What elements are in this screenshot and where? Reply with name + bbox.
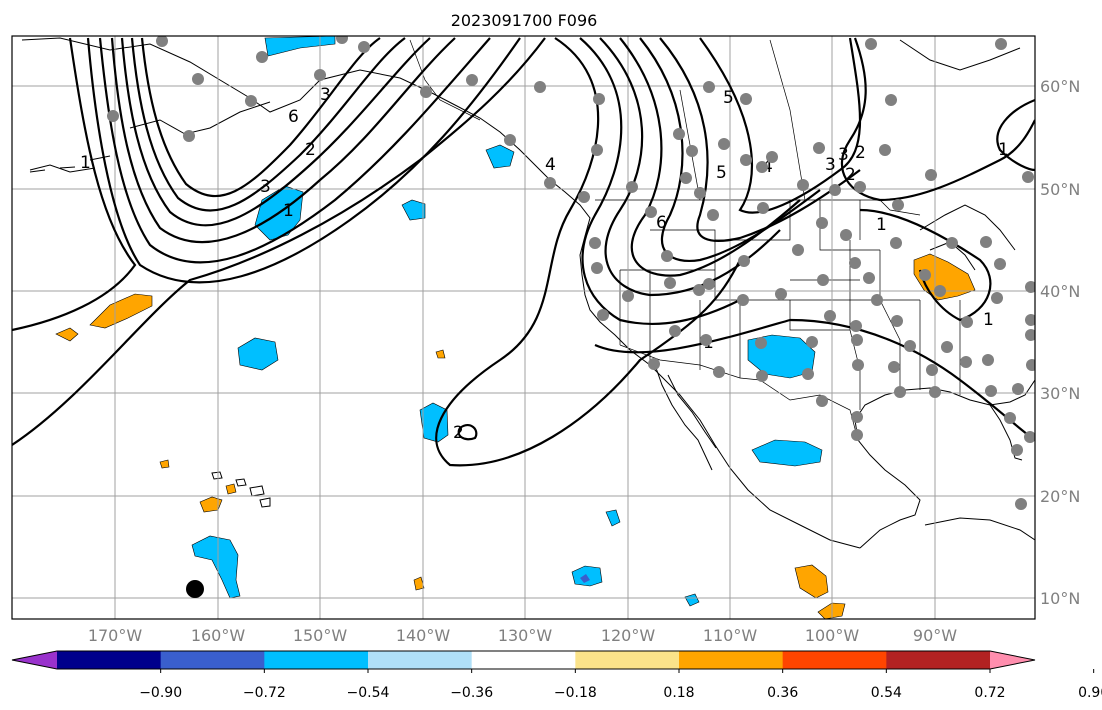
colorbar-tick-label: −0.72 — [243, 685, 286, 701]
contour-labels: 1 2 3 1 2 3 4 5 6 1 2 3 4 5 6 1 1 1 2 3 — [80, 85, 1009, 443]
colorbar-segments — [57, 651, 991, 669]
contour-label: 4 — [545, 155, 556, 175]
colorbar-tick-label: 0.36 — [767, 685, 798, 701]
colorbar-segment — [264, 651, 369, 669]
station-marker — [186, 580, 204, 598]
contour-label: 6 — [288, 107, 299, 127]
colorbar-labels: −0.90 −0.72 −0.54 −0.36 −0.18 0.18 0.36 0.54 0.7… — [139, 669, 1102, 701]
contour-label: 1 — [283, 201, 294, 221]
colorbar-segment — [782, 651, 887, 669]
lat-label: 60°N — [1040, 77, 1080, 96]
colorbar-segment — [679, 651, 784, 669]
contour-label: 5 — [716, 163, 727, 183]
lat-label: 30°N — [1040, 384, 1080, 403]
colorbar-tick-label: −0.90 — [139, 685, 182, 701]
lat-label: 50°N — [1040, 180, 1080, 199]
colorbar-segment — [57, 651, 162, 669]
contour-label: 2 — [845, 165, 856, 185]
colorbar: −0.90 −0.72 −0.54 −0.36 −0.18 0.18 0.36 0.54 0.7… — [11, 650, 1102, 701]
contour-label: 3 — [260, 177, 271, 197]
figure-title: 2023091700 F096 — [451, 11, 598, 30]
contour-label: 5 — [723, 88, 734, 108]
colorbar-tick-label: 0.72 — [974, 685, 1005, 701]
lat-label: 20°N — [1040, 487, 1080, 506]
lon-label: 140°W — [396, 626, 451, 645]
contour-label: 1 — [998, 140, 1009, 160]
contour-label: 3 — [320, 85, 331, 105]
colorbar-tick-label: −0.18 — [554, 685, 597, 701]
contour-label: 2 — [855, 143, 866, 163]
colorbar-tick-label: 0.18 — [663, 685, 694, 701]
colorbar-extend-high — [990, 651, 1035, 669]
contours — [12, 37, 1035, 467]
positive-anomaly-shading — [55, 253, 976, 619]
colorbar-segment — [368, 651, 473, 669]
colorbar-segment — [160, 651, 265, 669]
map-content: 1 2 3 1 2 3 4 5 6 1 2 3 4 5 6 1 1 1 2 3 — [12, 36, 1035, 619]
colorbar-tick-label: −0.36 — [450, 685, 493, 701]
lon-label: 100°W — [805, 626, 860, 645]
lat-label: 40°N — [1040, 282, 1080, 301]
colorbar-segment — [471, 651, 576, 669]
lon-label: 90°W — [913, 626, 957, 645]
lon-label: 130°W — [498, 626, 553, 645]
colorbar-tick-label: −0.54 — [347, 685, 390, 701]
contour-label: 2 — [305, 140, 316, 160]
contour-label: 3 — [838, 145, 849, 165]
contour-label: 1 — [983, 310, 994, 330]
colorbar-outline — [11, 650, 1036, 670]
contour-label: 1 — [876, 215, 887, 235]
longitude-labels: 170°W 160°W 150°W 140°W 130°W 120°W 110°… — [88, 626, 957, 645]
lat-label: 10°N — [1040, 589, 1080, 608]
contour-label: 6 — [656, 213, 667, 233]
colorbar-extend-low — [12, 651, 57, 669]
colorbar-segment — [575, 651, 680, 669]
station-dots — [107, 36, 1035, 510]
colorbar-segment — [886, 651, 991, 669]
contour-label: 3 — [825, 155, 836, 175]
colorbar-tick-label: 0.54 — [871, 685, 902, 701]
lon-label: 110°W — [703, 626, 758, 645]
colorbar-tick-label: 0.90 — [1078, 685, 1102, 701]
contour-label: 2 — [453, 423, 464, 443]
map-frame — [11, 35, 1036, 620]
contour-label: 1 — [80, 153, 91, 173]
strong-negative-core — [580, 574, 590, 583]
lon-label: 160°W — [191, 626, 246, 645]
lon-label: 120°W — [601, 626, 656, 645]
lon-label: 150°W — [293, 626, 348, 645]
latitude-labels: 60°N 50°N 40°N 30°N 20°N 10°N — [1040, 77, 1080, 608]
lon-label: 170°W — [88, 626, 143, 645]
